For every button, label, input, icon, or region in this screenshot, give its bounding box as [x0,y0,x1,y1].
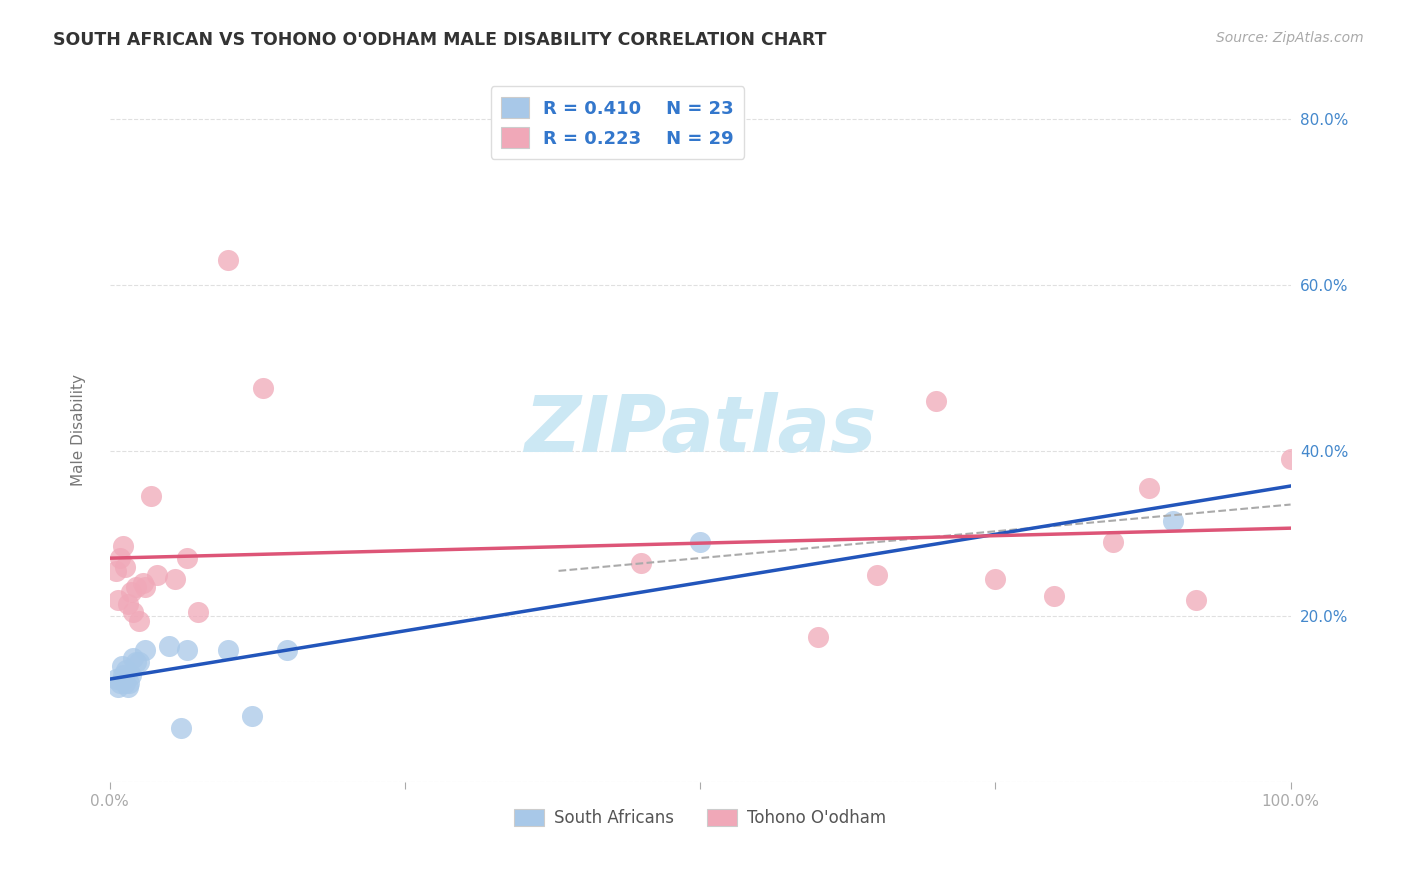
Point [141,489,163,503]
Point [866,568,889,582]
Point [163,572,186,586]
Point [110,676,132,690]
Point [115,664,138,678]
Point [984,572,1007,586]
Point [114,559,136,574]
Point [104,564,127,578]
Point [117,597,139,611]
Point [807,630,830,644]
Point [134,642,156,657]
Point [187,605,209,619]
Point [128,614,150,628]
Point [118,676,141,690]
Point [122,605,145,619]
Point [111,667,134,681]
Point [107,680,129,694]
Point [125,655,148,669]
Point [114,676,136,690]
Point [110,551,132,566]
Point [176,551,198,566]
Text: Source: ZipAtlas.com: Source: ZipAtlas.com [1216,31,1364,45]
Point [104,672,127,686]
Point [111,539,134,553]
Point [1043,589,1066,603]
Point [1102,534,1125,549]
Point [157,639,180,653]
Point [252,381,274,395]
Y-axis label: Male Disability: Male Disability [72,374,86,486]
Point [276,642,298,657]
Legend: South Africans, Tohono O'odham: South Africans, Tohono O'odham [508,803,893,834]
Point [122,651,145,665]
Point [176,642,198,657]
Point [240,709,263,723]
Point [128,655,150,669]
Point [134,581,156,595]
Point [146,568,169,582]
Point [125,581,148,595]
Point [217,252,239,267]
Point [1137,481,1160,495]
Point [120,584,142,599]
Text: ZIPatlas: ZIPatlas [524,392,876,468]
Point [112,672,135,686]
Point [117,680,139,694]
Point [689,534,711,549]
Point [1185,593,1208,607]
Point [170,722,193,736]
Point [132,576,155,591]
Point [217,642,239,657]
Point [925,393,948,408]
Text: SOUTH AFRICAN VS TOHONO O'ODHAM MALE DISABILITY CORRELATION CHART: SOUTH AFRICAN VS TOHONO O'ODHAM MALE DIS… [53,31,827,49]
Point [111,659,134,673]
Point [120,667,142,681]
Point [1279,451,1302,466]
Point [107,593,129,607]
Point [1161,514,1184,528]
Point [630,556,652,570]
